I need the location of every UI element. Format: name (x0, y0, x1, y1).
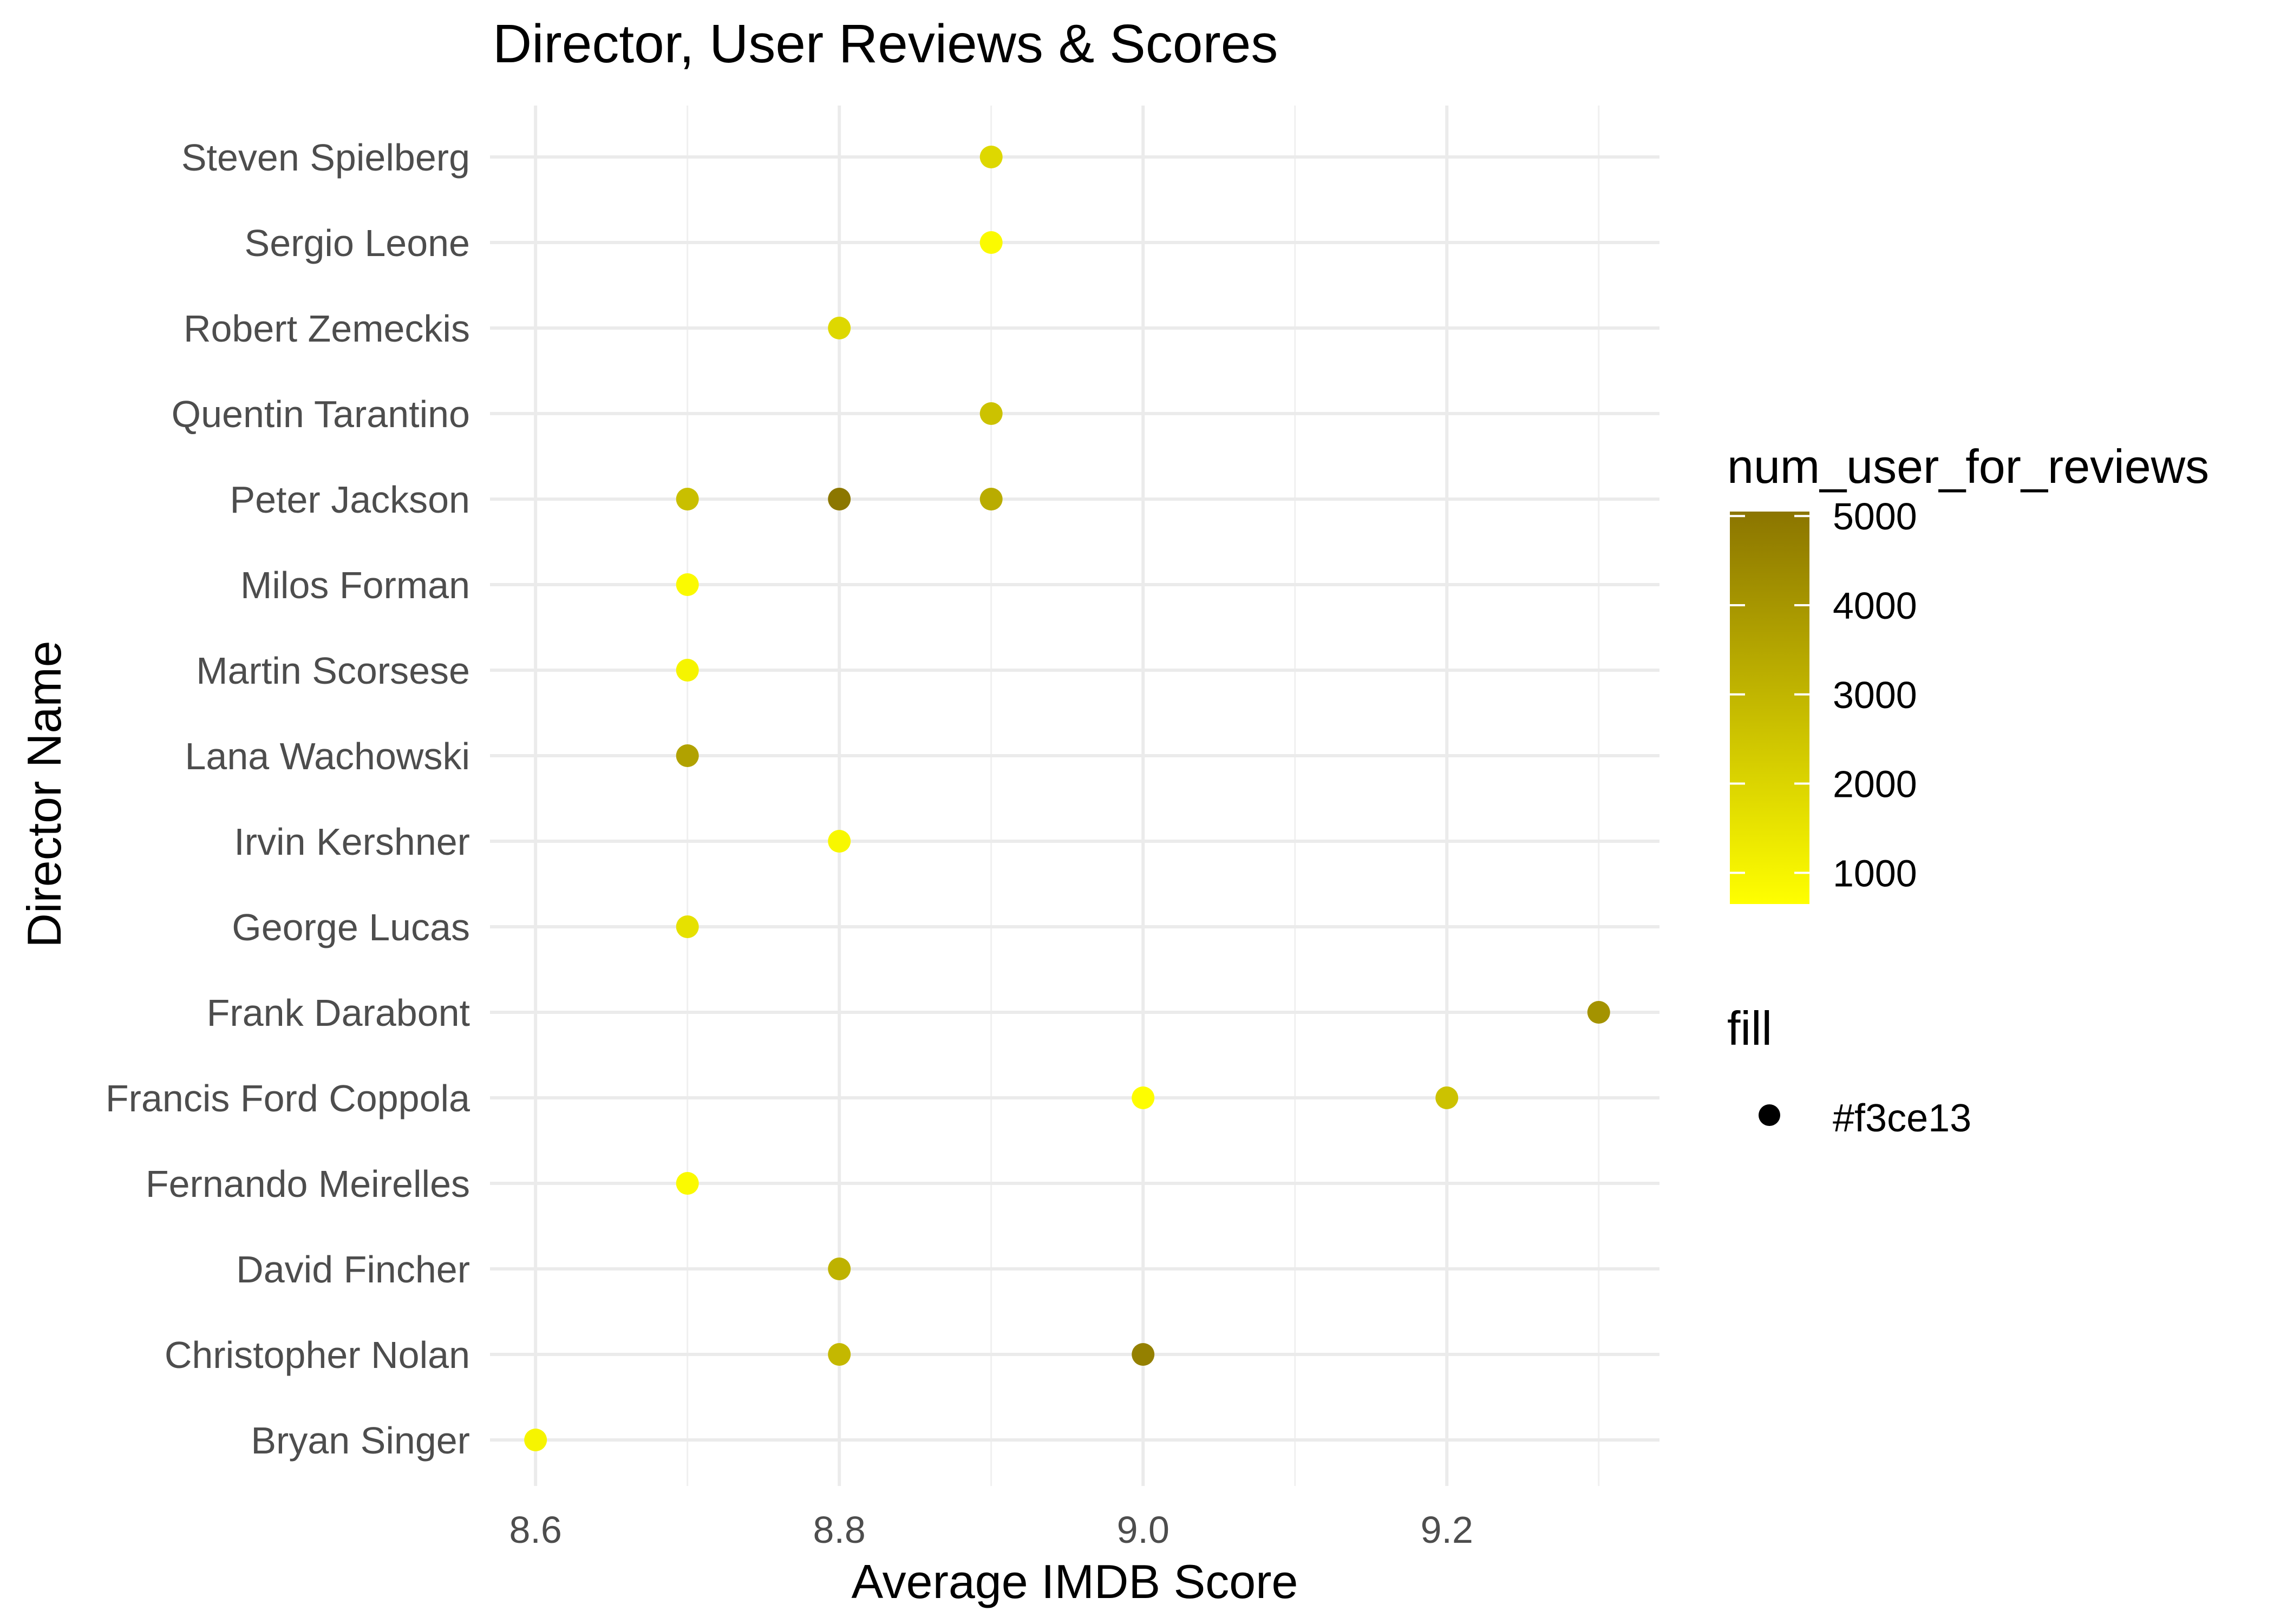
data-point (828, 830, 851, 853)
data-point (1132, 1086, 1155, 1109)
colorbar-tick-label: 2000 (1833, 763, 1917, 806)
y-tick-label: George Lucas (232, 906, 470, 948)
colorbar-ticks: 1000 2000 3000 4000 5000 (1730, 495, 1917, 894)
y-tick-label: Sergio Leone (245, 222, 470, 264)
colorbar-tick-label: 5000 (1833, 495, 1917, 538)
x-tick-label: 9.2 (1421, 1509, 1473, 1551)
y-tick-label: Robert Zemeckis (184, 307, 470, 350)
y-tick-label: Peter Jackson (230, 479, 470, 521)
x-tick-label: 9.0 (1117, 1509, 1169, 1551)
data-point (828, 488, 851, 510)
data-points (524, 146, 1610, 1451)
colorbar (1730, 512, 1809, 904)
colorbar-tick-label: 1000 (1833, 852, 1917, 894)
data-point (1587, 1001, 1610, 1024)
data-point (1132, 1343, 1155, 1366)
y-tick-label: Francis Ford Coppola (106, 1077, 470, 1119)
y-tick-label: Irvin Kershner (234, 821, 470, 863)
colorbar-tick-label: 4000 (1833, 585, 1917, 627)
y-tick-label: Milos Forman (240, 564, 470, 606)
y-tick-label: Lana Wachowski (185, 735, 470, 777)
y-tick-label: Fernando Meirelles (146, 1163, 470, 1205)
data-point (676, 659, 699, 682)
chart-title: Director, User Reviews & Scores (493, 14, 1278, 74)
colorbar-tick-label: 3000 (1833, 674, 1917, 716)
x-axis-tick-labels: 8.6 8.8 9.0 9.2 (509, 1509, 1473, 1551)
data-point (828, 1343, 851, 1366)
data-point (676, 915, 699, 938)
x-tick-label: 8.8 (813, 1509, 866, 1551)
y-tick-label: Christopher Nolan (165, 1334, 470, 1376)
y-tick-label: Quentin Tarantino (172, 393, 470, 435)
color-legend-title: num_user_for_reviews (1727, 440, 2209, 493)
data-point (676, 1172, 699, 1195)
data-point (828, 1258, 851, 1280)
grid-layer (490, 106, 1659, 1486)
y-tick-label: Steven Spielberg (181, 136, 470, 179)
data-point (979, 146, 1003, 168)
x-tick-label: 8.6 (509, 1509, 561, 1551)
data-point (828, 317, 851, 339)
fill-legend-key (1759, 1104, 1780, 1126)
data-point (676, 488, 699, 510)
y-tick-label: Frank Darabont (207, 992, 470, 1034)
x-axis-label: Average IMDB Score (852, 1555, 1298, 1608)
data-point (524, 1429, 547, 1451)
y-axis-tick-labels: Bryan Singer Christopher Nolan David Finch… (106, 136, 470, 1462)
data-point (676, 744, 699, 767)
data-point (676, 573, 699, 596)
y-axis-label: Director Name (17, 640, 71, 947)
data-point (979, 488, 1003, 510)
y-tick-label: Martin Scorsese (196, 650, 470, 692)
data-point (979, 402, 1003, 425)
fill-legend-label: #f3ce13 (1833, 1097, 1971, 1140)
data-point (979, 231, 1003, 254)
data-point (1435, 1086, 1459, 1109)
color-legend: num_user_for_reviews 1000 2000 3000 4000 500… (1727, 440, 2209, 904)
y-tick-label: Bryan Singer (251, 1419, 470, 1462)
fill-legend: fill #f3ce13 (1727, 1001, 1971, 1140)
y-tick-label: David Fincher (236, 1248, 470, 1291)
fill-legend-title: fill (1727, 1001, 1772, 1055)
